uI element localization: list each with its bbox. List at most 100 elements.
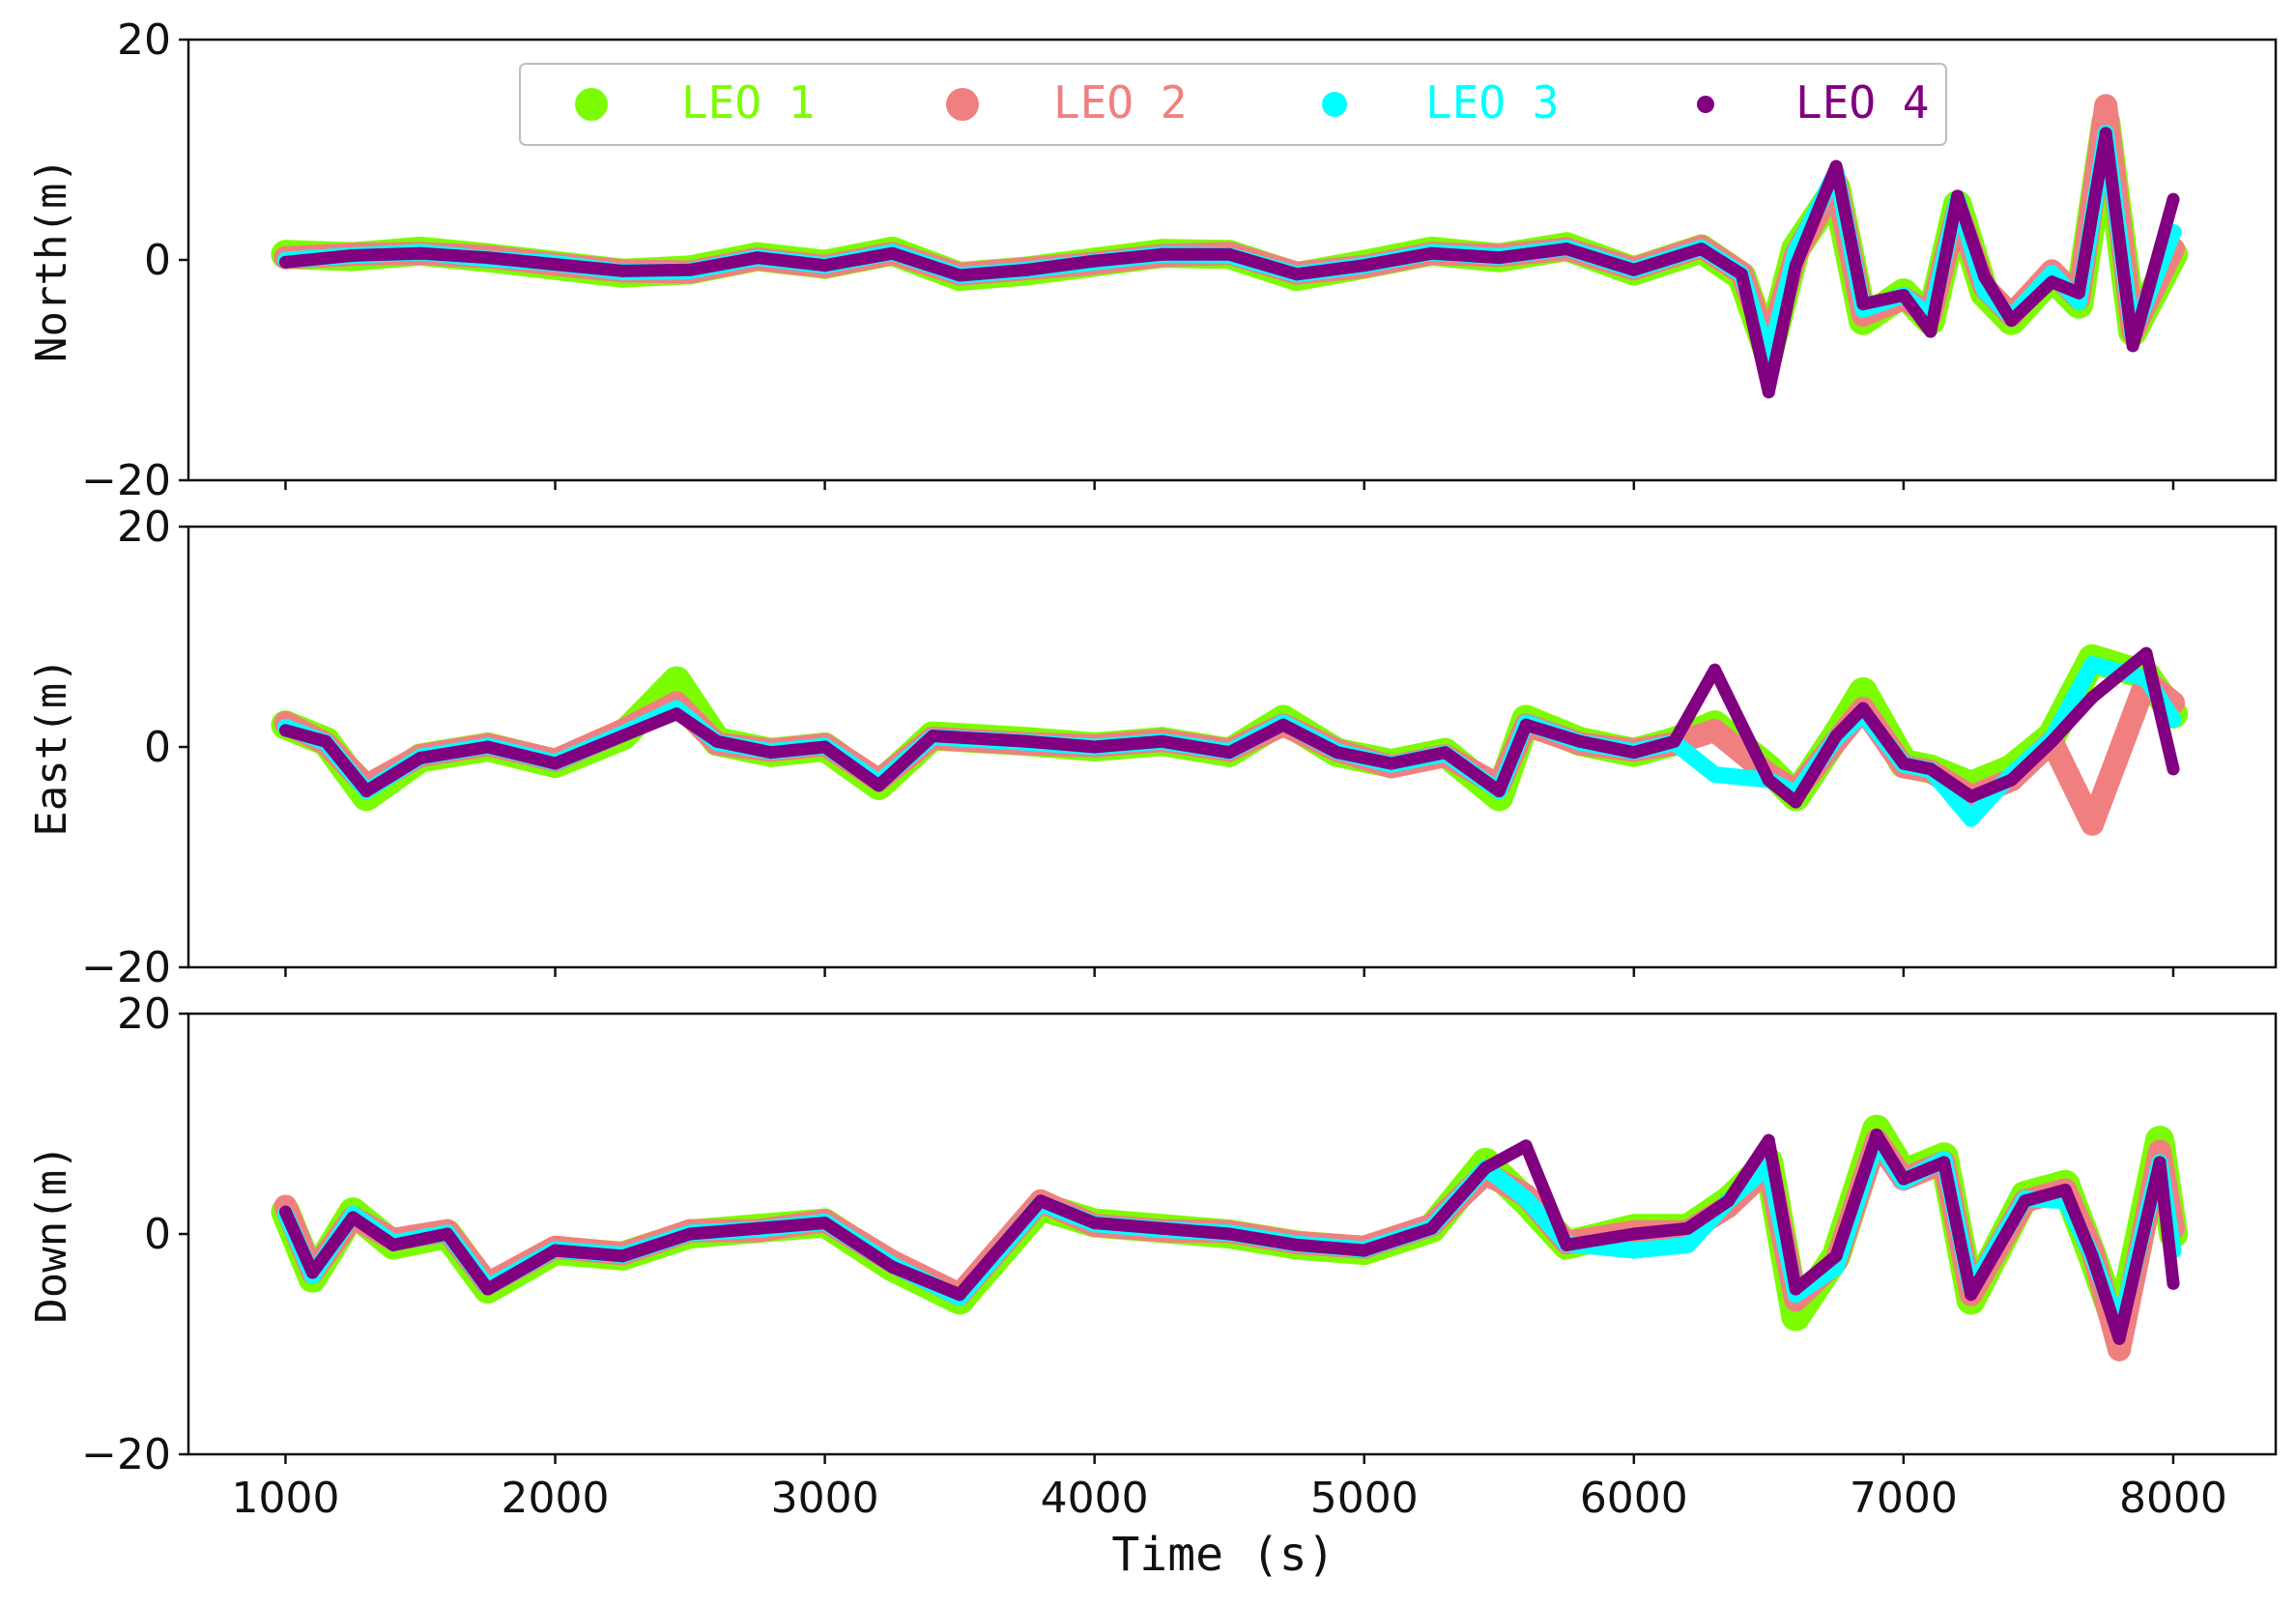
point-east-leo-4 bbox=[2167, 762, 2180, 776]
point-down-leo-4 bbox=[387, 1238, 400, 1251]
point-down-leo-4 bbox=[1034, 1194, 1048, 1208]
point-east-leo-4 bbox=[481, 740, 495, 754]
point-down-leo-4 bbox=[1722, 1194, 1735, 1208]
point-north-leo-4 bbox=[1951, 189, 1965, 203]
point-down-leo-4 bbox=[1519, 1139, 1533, 1153]
point-east-leo-4 bbox=[1762, 773, 1775, 787]
x-tick-label: 4000 bbox=[1041, 1474, 1149, 1523]
panels-layer: −20 0 20 North(m) −20 0 20 East(m) −20 0 20 Down(m)… bbox=[27, 15, 2278, 1523]
point-down-leo-4 bbox=[2153, 1156, 2167, 1169]
point-north-leo-4 bbox=[549, 258, 561, 272]
point-east-leo-4 bbox=[1519, 718, 1533, 731]
point-north-leo-4 bbox=[1735, 268, 1748, 281]
point-east-leo-4 bbox=[2005, 773, 2018, 787]
point-north-leo-4 bbox=[1290, 268, 1304, 281]
y-tick-label-east: 20 bbox=[117, 502, 171, 552]
point-down-leo-4 bbox=[818, 1217, 832, 1230]
point-north-leo-4 bbox=[2126, 339, 2139, 353]
point-north-leo-4 bbox=[1762, 386, 1775, 399]
point-north-leo-4 bbox=[818, 259, 832, 272]
legend-marker-leo-2 bbox=[946, 88, 979, 121]
point-north-leo-4 bbox=[1924, 325, 1937, 338]
point-east-leo-4 bbox=[818, 740, 832, 754]
point-down-leo-4 bbox=[885, 1260, 899, 1274]
point-east-leo-4 bbox=[1573, 734, 1587, 748]
y-tick-label-north: 20 bbox=[117, 15, 171, 65]
point-down-leo-4 bbox=[2019, 1194, 2031, 1208]
point-north-leo-4 bbox=[1560, 243, 1573, 256]
point-down-leo-4 bbox=[1965, 1288, 1978, 1302]
y-tick-label-down: −20 bbox=[81, 1430, 171, 1479]
point-east-leo-4 bbox=[2139, 646, 2153, 660]
point-north-leo-4 bbox=[616, 264, 629, 277]
legend-frame bbox=[519, 63, 1947, 146]
point-east-leo-3 bbox=[1707, 766, 1723, 783]
x-tick-label: 1000 bbox=[231, 1474, 339, 1523]
panel-down: −20 0 20 Down(m) 1000 2000 3000 4000 5000 6000 700… bbox=[27, 989, 2278, 1523]
point-north-leo-4 bbox=[2005, 314, 2018, 328]
y-tick-label-east: −20 bbox=[81, 943, 171, 992]
point-north-leo-4 bbox=[1088, 254, 1102, 268]
point-east-leo-4 bbox=[872, 779, 885, 792]
point-north-leo-4 bbox=[1695, 243, 1708, 256]
point-down-leo-4 bbox=[1290, 1238, 1304, 1251]
x-tick-label: 3000 bbox=[771, 1474, 879, 1523]
point-down-leo-4 bbox=[1789, 1282, 1802, 1296]
point-down-leo-4 bbox=[2112, 1332, 2126, 1345]
point-east-leo-4 bbox=[1439, 746, 1451, 760]
point-east-leo-4 bbox=[1627, 746, 1641, 760]
point-down-leo-4 bbox=[2058, 1183, 2072, 1196]
point-north-leo-4 bbox=[346, 248, 359, 262]
point-east-leo-4 bbox=[670, 707, 683, 721]
point-north-leo-4 bbox=[1020, 263, 1034, 276]
point-down-leo-3 bbox=[1625, 1242, 1643, 1259]
point-east-leo-4 bbox=[764, 746, 778, 760]
x-tick-label: 2000 bbox=[502, 1474, 610, 1523]
point-east-leo-4 bbox=[926, 730, 939, 743]
point-down-leo-4 bbox=[1681, 1221, 1695, 1235]
legend-label-leo-2: LEO 2 bbox=[1053, 76, 1187, 129]
point-east-leo-4 bbox=[710, 734, 724, 748]
panel-north: −20 0 20 North(m) bbox=[27, 15, 2278, 505]
point-east-leo-4 bbox=[1668, 734, 1681, 748]
point-east-leo-4 bbox=[1222, 746, 1236, 760]
point-down-leo-4 bbox=[279, 1205, 292, 1219]
point-down-leo-4 bbox=[616, 1249, 629, 1263]
point-down-leo-4 bbox=[2167, 1276, 2180, 1290]
point-down-leo-4 bbox=[1762, 1133, 1775, 1147]
point-north-leo-2 bbox=[2094, 94, 2118, 118]
point-east-leo-4 bbox=[1020, 734, 1034, 748]
legend-marker-leo-3 bbox=[1322, 92, 1347, 117]
point-east-leo-3 bbox=[2083, 656, 2101, 673]
point-down-leo-4 bbox=[1358, 1244, 1371, 1257]
point-north-leo-4 bbox=[2072, 286, 2085, 300]
point-north-leo-4 bbox=[1425, 246, 1438, 260]
point-down-leo-4 bbox=[1478, 1161, 1492, 1175]
point-north-leo-4 bbox=[481, 251, 495, 265]
y-axis-title-north: North(m) bbox=[27, 158, 76, 362]
point-down-leo-4 bbox=[346, 1211, 359, 1224]
point-east-leo-4 bbox=[1897, 757, 1910, 770]
point-north-leo-4 bbox=[279, 255, 292, 269]
point-down-leo-4 bbox=[953, 1288, 966, 1302]
point-east-leo-4 bbox=[1331, 746, 1344, 760]
x-tick-label: 7000 bbox=[1850, 1474, 1958, 1523]
point-north-leo-4 bbox=[1897, 289, 1910, 301]
series-north-leo-1 bbox=[271, 107, 2188, 368]
point-east-leo-2 bbox=[1703, 718, 1727, 742]
point-north-leo-4 bbox=[751, 251, 764, 265]
point-down-leo-3 bbox=[1679, 1236, 1697, 1253]
x-tick-label: 6000 bbox=[1580, 1474, 1688, 1523]
point-east-leo-4 bbox=[1155, 734, 1168, 748]
point-north-leo-4 bbox=[2167, 192, 2180, 206]
point-east-leo-4 bbox=[279, 724, 292, 737]
point-east-leo-4 bbox=[1088, 740, 1102, 754]
point-north-leo-4 bbox=[1978, 270, 1992, 283]
point-north-leo-4 bbox=[1222, 247, 1236, 261]
point-east-leo-1 bbox=[1849, 677, 1878, 706]
series-group-north bbox=[271, 94, 2188, 399]
x-tick-label: 8000 bbox=[2119, 1474, 2227, 1523]
point-north-leo-4 bbox=[414, 246, 427, 260]
legend-marker-leo-4 bbox=[1697, 96, 1714, 113]
